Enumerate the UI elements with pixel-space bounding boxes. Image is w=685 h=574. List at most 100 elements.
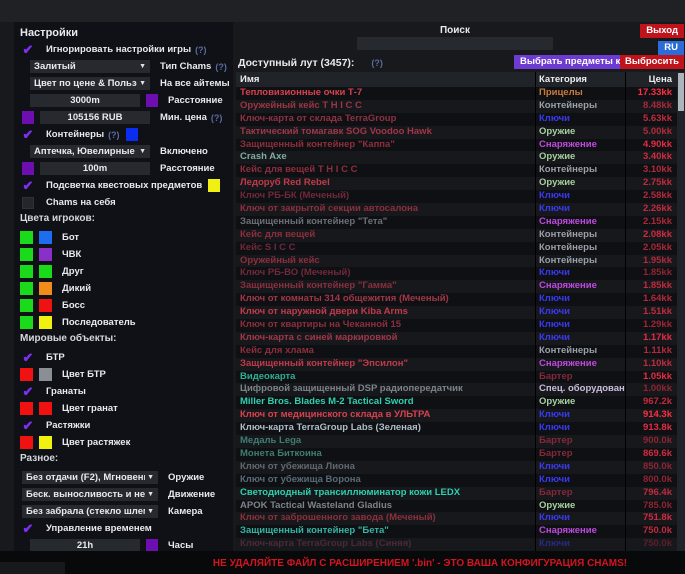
checkbox-ignore-game-settings[interactable]: ✔ [22,43,34,56]
containers-filter-dropdown[interactable]: Аптечка, Ювелирные и... ▼ [30,145,150,158]
color-swatch[interactable] [20,265,33,278]
color-swatch[interactable] [20,299,33,312]
table-row[interactable]: Тактический томагавк SOG Voodoo Hawk Ору… [236,125,677,139]
color-swatch[interactable] [39,436,52,449]
distance-input[interactable]: 3000m [30,94,140,107]
table-row[interactable]: Ключ от медицинского склада в УЛЬТРА Клю… [236,409,677,423]
table-row[interactable]: Защищенный контейнер "Эпсилон" Снаряжени… [236,357,677,371]
table-row[interactable]: Светодиодный трансиллюминатор кожи LEDX … [236,486,677,500]
color-swatch[interactable] [39,248,52,261]
table-row[interactable]: Ключ-карта с синей маркировкой Ключи 1.1… [236,331,677,345]
checkbox-grenades[interactable]: ✔ [22,385,34,398]
search-input[interactable] [357,37,553,50]
checkmark-icon: ✔ [22,417,34,433]
scrollbar-thumb[interactable] [678,73,684,111]
table-row[interactable]: Ключ от закрытой секции автосалона Ключи… [236,203,677,216]
table-row[interactable]: Ключ от комнаты 314 общежития (Меченый) … [236,293,677,307]
table-row[interactable]: Цифровой защищенный DSP радиопередатчик … [236,383,677,397]
hours-color-swatch[interactable] [146,539,158,551]
movement-dropdown[interactable]: Беск. выносливость и нет уста ▼ [22,488,158,501]
checkbox-btr[interactable]: ✔ [22,351,34,364]
column-header-name[interactable]: Имя [236,72,536,87]
table-row[interactable]: Монета Биткоина Бартер 869.6k [236,447,677,461]
quest-color-swatch[interactable] [208,179,221,192]
color-swatch[interactable] [39,368,52,381]
color-mode-dropdown[interactable]: Цвет по цене & Пользователь ▼ [30,77,150,90]
color-swatch[interactable] [39,316,52,329]
table-row[interactable]: Ключ-карта от склада TerraGroup Ключи 5.… [236,112,677,126]
color-swatch[interactable] [20,402,33,415]
table-row[interactable]: Кейс для хлама Контейнеры 1.11kk [236,344,677,358]
color-swatch[interactable] [20,436,33,449]
containers-distance-color-swatch[interactable] [22,162,34,175]
containers-color-swatch[interactable] [125,128,138,141]
table-row[interactable]: Ледоруб Red Rebel Оружие 2.75kk [236,177,677,191]
language-button[interactable]: RU [658,41,684,55]
table-row[interactable]: Ключ от убежища Ворона Ключи 800.0k [236,473,677,487]
help-icon[interactable]: (?) [215,61,227,72]
containers-distance-row: 100m Расстояние [20,162,229,175]
color-swatch[interactable] [39,299,52,312]
help-icon[interactable]: (?) [108,129,120,140]
hours-input[interactable]: 21h [30,539,140,551]
checkbox-containers[interactable]: ✔ [22,128,34,141]
color-swatch[interactable] [20,368,33,381]
color-swatch[interactable] [20,248,33,261]
table-row[interactable]: Ключ РБ-БК (Меченый) Ключи 2.58kk [236,190,677,204]
table-row[interactable]: Защищенный контейнер "Бета" Снаряжение 7… [236,525,677,539]
table-row[interactable]: Ключ РБ-ВО (Меченый) Ключи 1.85kk [236,267,677,281]
table-row[interactable]: Miller Bros. Blades M-2 Tactical Sword О… [236,396,677,410]
table-row[interactable]: Защищенный контейнер "Тета" Снаряжение 2… [236,215,677,229]
checkbox-quest-highlight[interactable]: ✔ [22,179,34,192]
color-swatch[interactable] [39,402,52,415]
table-row[interactable]: Защищенный контейнер "Каппа" Снаряжение … [236,138,677,152]
exit-button[interactable]: Выход [640,24,684,38]
table-row[interactable]: Crash Axe Оружие 3.40kk [236,151,677,165]
color-swatch[interactable] [39,265,52,278]
table-row[interactable]: Кейс для вещей Контейнеры 2.08kk [236,228,677,242]
chams-type-dropdown[interactable]: Залитый ▼ [30,60,150,73]
table-row[interactable]: Ключ от заброшенного завода (Меченый) Кл… [236,512,677,526]
item-price: 751.8k [642,512,672,524]
checkbox-time-control[interactable]: ✔ [22,522,34,535]
table-row[interactable]: Защищенный контейнер "Гамма" Снаряжение … [236,280,677,294]
table-row[interactable]: Ключ-карта TerraGroup Labs (Зеленая) Клю… [236,422,677,436]
table-row[interactable]: Медаль Lega Бартер 900.0k [236,435,677,448]
tripwires-label: Растяжки [46,420,91,431]
table-row[interactable]: Ключ от наружной двери Kiba Arms Ключи 1… [236,306,677,320]
weapon-dropdown[interactable]: Без отдачи (F2), Мгновенное п ▼ [22,471,158,484]
table-row[interactable]: Ключ от убежища Лиона Ключи 850.0k [236,460,677,474]
scrollbar[interactable] [677,72,685,551]
distance-color-swatch[interactable] [146,94,158,107]
table-row[interactable]: Ключ-карта TerraGroup Labs (Синяя) Ключи… [236,538,677,551]
table-row[interactable]: Оружейный кейс Т Н I С С Контейнеры 8.48… [236,99,677,113]
column-header-price[interactable]: Цена [648,74,672,85]
drop-all-button[interactable]: Выбросить все [620,55,684,81]
item-category: Оружие [536,125,626,139]
item-category: Снаряжение [536,280,626,294]
checkbox-tripwires[interactable]: ✔ [22,417,34,433]
min-price-input[interactable]: 105156 RUB [40,111,150,124]
help-icon[interactable]: (?) [210,112,223,123]
table-row[interactable]: Тепловизионные очки Т-7 Прицелы 17.33kk [236,87,677,100]
color-swatch[interactable] [39,282,52,295]
chevron-down-icon: ▼ [147,491,154,498]
table-row[interactable]: Видеокарта Бартер 1.05kk [236,370,677,384]
containers-distance-input[interactable]: 100m [40,162,150,175]
help-icon[interactable]: (?) [371,58,383,68]
table-row[interactable]: Кейс для вещей Т Н I С С Контейнеры 3.10… [236,164,677,178]
color-swatch[interactable] [20,231,33,244]
table-row[interactable]: Кейс S I C C Контейнеры 2.05kk [236,241,677,255]
color-swatch[interactable] [20,282,33,295]
table-row[interactable]: Ключ от квартиры на Чеканной 15 Ключи 1.… [236,319,677,332]
color-swatch[interactable] [20,316,33,329]
color-swatch[interactable] [39,231,52,244]
camera-dropdown[interactable]: Без забрала (стекло шлема) ▼ [22,505,158,518]
select-kappa-items-button[interactable]: Выбрать предметы каппа [514,55,649,69]
help-icon[interactable]: (?) [195,44,207,55]
checkbox-chams-self[interactable] [22,196,34,209]
min-price-color-swatch[interactable] [22,111,34,124]
table-row[interactable]: Оружейный кейс Контейнеры 1.95kk [236,254,677,268]
column-header-category[interactable]: Категория [536,72,626,87]
table-row[interactable]: APOK Tactical Wasteland Gladius Оружие 7… [236,499,677,513]
